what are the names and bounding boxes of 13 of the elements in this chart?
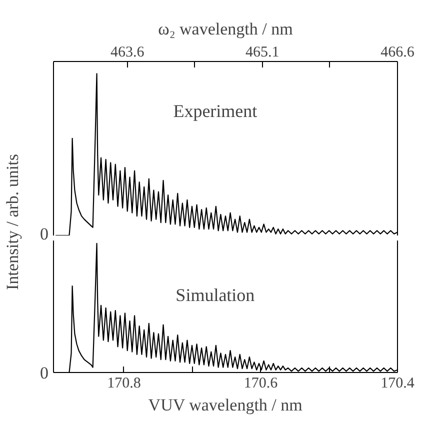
x2-tick-label: 465.1 [246, 44, 280, 60]
x-tick-label: 170.4 [380, 376, 415, 392]
series-label: Simulation [176, 285, 255, 306]
y-axis-title: Intensity / arb. units [3, 154, 22, 290]
text: 0 [40, 364, 48, 382]
text: Experiment [173, 100, 258, 121]
x-tick-label: 170.6 [244, 376, 278, 392]
text: 0 [40, 224, 48, 244]
x-axis-title: VUV wavelength / nm [148, 396, 302, 414]
x2-axis-title: ω₂ wavelength / nm [158, 20, 293, 38]
x-tick-label: 170.8 [107, 376, 141, 392]
x2-tick-label: 463.6 [110, 44, 145, 60]
x2-tick-label: 466.6 [380, 44, 415, 60]
